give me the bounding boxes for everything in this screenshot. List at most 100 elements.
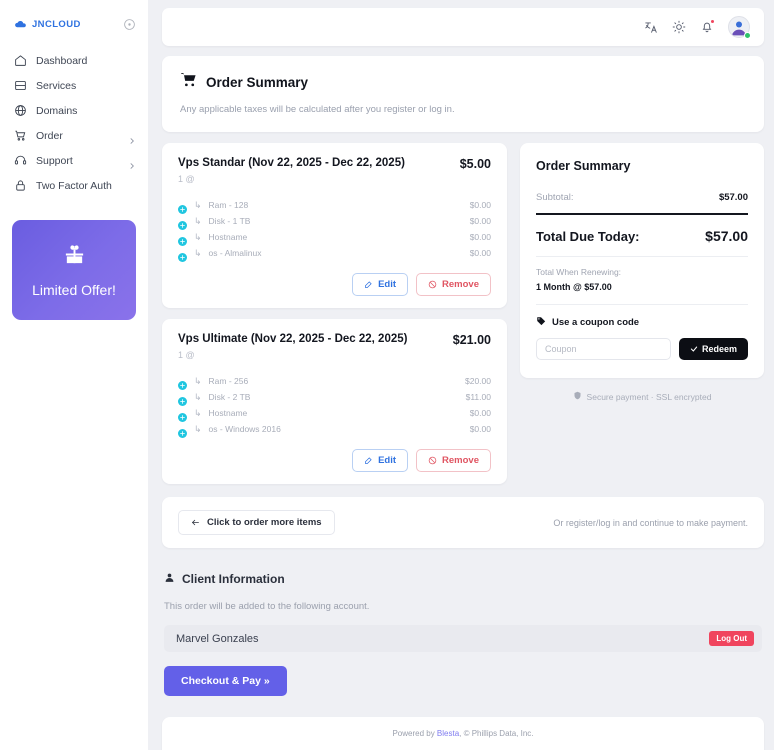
client-account-row: Marvel Gonzales Log Out bbox=[164, 625, 762, 652]
checkout-and-pay-button[interactable]: Checkout & Pay » bbox=[164, 666, 287, 696]
order-item-actions: Edit Remove bbox=[178, 449, 491, 472]
total-due-label: Total Due Today: bbox=[535, 229, 640, 244]
sidebar-item-services[interactable]: Services bbox=[0, 73, 148, 98]
option-row: ↳ Ram - 128 $0.00 bbox=[178, 197, 491, 214]
powered-by-prefix: Powered by bbox=[392, 729, 437, 738]
brand-name: JNCLOUD bbox=[32, 18, 81, 30]
subitem-arrow-icon: ↳ bbox=[194, 247, 202, 258]
order-item-price: $21.00 bbox=[452, 333, 491, 347]
order-item-header: Vps Standar (Nov 22, 2025 - Dec 22, 2025… bbox=[178, 157, 491, 171]
gift-icon bbox=[63, 243, 86, 266]
tag-icon bbox=[536, 316, 546, 329]
powered-by-suffix: , © Phillips Data, Inc. bbox=[459, 729, 534, 738]
avatar[interactable] bbox=[728, 16, 751, 39]
globe-icon bbox=[14, 104, 27, 117]
remove-item-button[interactable]: Remove bbox=[416, 449, 491, 472]
option-row: ↳ Disk - 2 TB $11.00 bbox=[178, 389, 491, 406]
option-price: $11.00 bbox=[465, 392, 491, 402]
option-label: os - Windows 2016 bbox=[208, 424, 281, 434]
sidebar-item-label: Domains bbox=[36, 104, 78, 117]
blesta-link[interactable]: Blesta bbox=[436, 729, 460, 738]
divider bbox=[535, 256, 748, 257]
subitem-arrow-icon: ↳ bbox=[194, 199, 202, 210]
option-row: ↳ Ram - 256 $20.00 bbox=[178, 373, 491, 390]
user-icon bbox=[164, 570, 175, 588]
order-item-header: Vps Ultimate (Nov 22, 2025 - Dec 22, 202… bbox=[178, 333, 491, 347]
edit-item-button[interactable]: Edit bbox=[352, 449, 409, 472]
chevron-right-icon bbox=[128, 132, 136, 144]
dot-circle-icon[interactable] bbox=[123, 18, 136, 31]
limited-offer-card[interactable]: Limited Offer! bbox=[12, 220, 136, 320]
cart-icon bbox=[180, 71, 197, 93]
secure-payment-note: Secure payment · SSL encrypted bbox=[520, 391, 764, 402]
brand-logo[interactable]: JNCLOUD bbox=[14, 18, 81, 31]
subtotal-label: Subtotal: bbox=[535, 192, 574, 203]
sidebar-item-dashboard[interactable]: Dashboard bbox=[0, 48, 148, 73]
divider bbox=[535, 213, 748, 215]
coupon-heading: Use a coupon code bbox=[551, 317, 640, 328]
subitem-arrow-icon: ↳ bbox=[194, 215, 202, 226]
plus-circle-icon bbox=[178, 201, 187, 214]
subitem-arrow-icon: ↳ bbox=[194, 407, 202, 418]
summary-column: Order Summary Subtotal: $57.00 Total Due… bbox=[519, 143, 764, 402]
redeem-label: Redeem bbox=[701, 344, 737, 354]
coupon-input[interactable] bbox=[535, 338, 671, 360]
option-label: Disk - 2 TB bbox=[208, 392, 251, 402]
sidebar-item-label: Order bbox=[36, 129, 63, 142]
remove-item-button[interactable]: Remove bbox=[416, 273, 491, 296]
plus-circle-icon bbox=[178, 425, 187, 438]
sidebar-item-order[interactable]: Order bbox=[0, 123, 148, 148]
order-item-price: $5.00 bbox=[459, 157, 491, 171]
order-item-name: Vps Standar (Nov 22, 2025 - Dec 22, 2025… bbox=[178, 157, 405, 169]
option-price: $0.00 bbox=[469, 216, 491, 226]
option-label: Ram - 256 bbox=[208, 376, 249, 386]
sidebar-header: JNCLOUD bbox=[0, 0, 148, 36]
log-out-button[interactable]: Log Out bbox=[709, 631, 754, 646]
ban-icon bbox=[428, 456, 437, 465]
home-icon bbox=[14, 54, 27, 67]
option-price: $0.00 bbox=[469, 200, 491, 210]
translate-icon[interactable] bbox=[644, 20, 658, 34]
sidebar-item-support[interactable]: Support bbox=[0, 148, 148, 173]
order-columns: Vps Standar (Nov 22, 2025 - Dec 22, 2025… bbox=[162, 143, 764, 495]
check-icon bbox=[690, 346, 698, 352]
order-item-name: Vps Ultimate (Nov 22, 2025 - Dec 22, 202… bbox=[178, 333, 408, 345]
plus-circle-icon bbox=[178, 377, 187, 390]
order-more-items-label: Click to order more items bbox=[207, 517, 322, 528]
order-items-column: Vps Standar (Nov 22, 2025 - Dec 22, 2025… bbox=[162, 143, 507, 495]
remove-item-label: Remove bbox=[442, 455, 479, 466]
edit-item-button[interactable]: Edit bbox=[352, 273, 409, 296]
chevron-right-icon bbox=[128, 157, 136, 169]
sidebar-item-label: Support bbox=[36, 154, 73, 167]
edit-item-label: Edit bbox=[378, 279, 397, 290]
total-due-row: Total Due Today: $57.00 bbox=[536, 228, 748, 244]
redeem-button[interactable]: Redeem bbox=[678, 338, 748, 360]
order-summary-panel: Order Summary Subtotal: $57.00 Total Due… bbox=[519, 143, 764, 378]
sidebar-nav: Dashboard Services Domains Order bbox=[0, 48, 148, 198]
renewing-label: Total When Renewing: bbox=[535, 267, 622, 277]
headset-icon bbox=[14, 154, 27, 167]
subitem-arrow-icon: ↳ bbox=[194, 231, 202, 242]
sidebar-item-label: Dashboard bbox=[36, 54, 88, 67]
page-title: Order Summary bbox=[206, 74, 309, 90]
bell-icon[interactable] bbox=[700, 19, 715, 34]
divider bbox=[535, 304, 748, 305]
option-row: ↳ os - Almalinux $0.00 bbox=[178, 245, 491, 262]
brightness-icon[interactable] bbox=[672, 20, 686, 34]
cloud-icon bbox=[14, 18, 27, 31]
order-more-items-button[interactable]: Click to order more items bbox=[178, 510, 335, 535]
order-more-strip: Click to order more items Or register/lo… bbox=[162, 497, 764, 548]
subitem-arrow-icon: ↳ bbox=[194, 375, 202, 386]
total-due-value: $57.00 bbox=[705, 228, 748, 244]
client-information-heading-row: Client Information bbox=[164, 570, 762, 588]
shield-icon bbox=[573, 391, 582, 402]
online-status-dot bbox=[744, 32, 751, 39]
sidebar-item-two-factor-auth[interactable]: Two Factor Auth bbox=[0, 173, 148, 198]
subitem-arrow-icon: ↳ bbox=[194, 391, 202, 402]
footer: Powered by Blesta, © Phillips Data, Inc.… bbox=[162, 717, 764, 750]
subitem-arrow-icon: ↳ bbox=[194, 423, 202, 434]
subtotal-row: Subtotal: $57.00 bbox=[536, 192, 748, 203]
option-row: ↳ Hostname $0.00 bbox=[178, 405, 491, 422]
main-content: Order Summary Any applicable taxes will … bbox=[148, 0, 774, 750]
sidebar-item-domains[interactable]: Domains bbox=[0, 98, 148, 123]
